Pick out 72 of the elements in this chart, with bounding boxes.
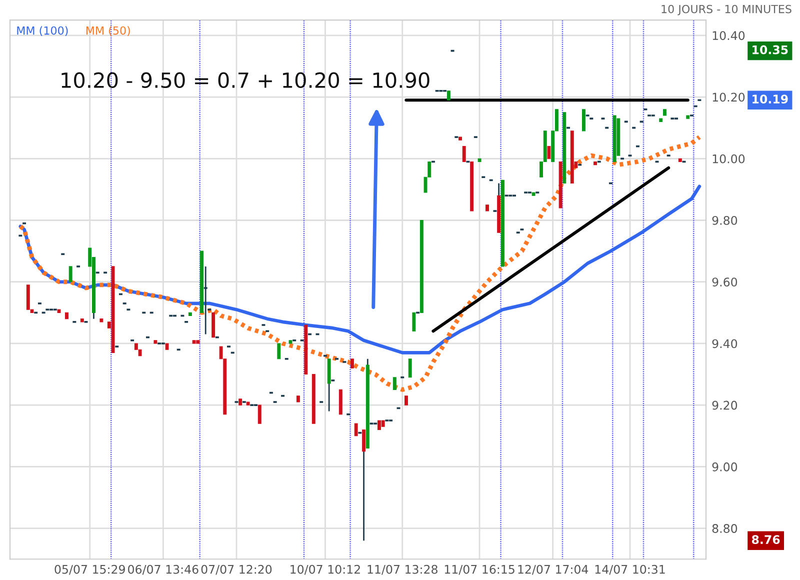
candlestick <box>462 146 466 162</box>
candlestick <box>312 374 316 424</box>
y-tick-label: 9.00 <box>712 462 738 472</box>
candlestick <box>446 90 450 100</box>
candlestick <box>354 423 358 436</box>
candlestick <box>258 404 262 424</box>
x-tick-label: 10/07 10:12 <box>290 564 360 575</box>
candlestick <box>246 402 250 406</box>
candlestick <box>500 180 504 267</box>
candlestick <box>64 312 68 320</box>
text: MM (50) <box>86 26 130 36</box>
x-tick-label: 12/07 17:04 <box>518 564 588 575</box>
candlestick <box>165 343 169 350</box>
candlestick <box>304 324 308 375</box>
y-tick-label: 9.80 <box>712 216 738 225</box>
y-tick-label: 9.60 <box>712 278 738 287</box>
x-tick-label: 05/07 15:29 <box>54 564 125 575</box>
candlestick <box>350 358 354 368</box>
candlestick <box>111 266 115 353</box>
candlestick <box>478 158 482 162</box>
text: 10.35 <box>752 45 788 54</box>
candlestick <box>562 112 566 184</box>
candlestick <box>196 340 200 344</box>
candlestick <box>612 115 616 162</box>
candlestick <box>192 340 196 344</box>
candlestick <box>662 109 666 116</box>
x-tick-label: 11/07 16:15 <box>444 564 514 575</box>
candlestick <box>408 358 412 378</box>
candlestick <box>362 429 366 542</box>
candlestick <box>288 340 292 344</box>
candlestick <box>659 118 663 122</box>
candlestick <box>686 115 690 119</box>
text: 10.19 <box>752 94 788 104</box>
candlestick <box>80 318 84 322</box>
candlestick <box>570 130 574 184</box>
candlestick <box>420 220 424 313</box>
x-tick-label: 14/07 10:31 <box>595 564 665 575</box>
candlestick <box>338 389 342 415</box>
annotation: 10.20 - 9.50 = 0.7 + 10.20 = 10.90 <box>62 72 430 88</box>
x-tick-label: 07/07 12:20 <box>201 564 272 575</box>
candlestick <box>296 396 300 402</box>
candlestick <box>392 377 396 390</box>
y-tick-label: 9.20 <box>712 400 738 410</box>
text: 10 JOURS - 10 MINUTES <box>662 4 792 16</box>
candlestick <box>547 146 551 159</box>
x-tick-label: 11/07 13:28 <box>368 564 438 575</box>
y-tick-label: 10.20 <box>712 92 745 102</box>
candlestick <box>154 340 158 344</box>
candlestick <box>277 343 281 360</box>
candlestick <box>558 161 562 208</box>
line-series <box>18 134 702 392</box>
candlestick <box>68 266 72 282</box>
text: MM (100) <box>17 26 68 36</box>
candlestick <box>57 309 61 313</box>
candlestick <box>532 192 536 196</box>
candlestick <box>26 284 30 310</box>
candlestick <box>238 398 242 406</box>
candlestick <box>470 161 474 212</box>
y-tick-label: 9.40 <box>712 339 738 348</box>
candlestick <box>188 312 192 316</box>
candlestick <box>377 420 381 430</box>
candlestick <box>381 420 385 427</box>
y-tick-label: 10.00 <box>712 154 745 164</box>
y-tick-label: 10.40 <box>712 31 745 40</box>
candlestick <box>678 158 682 162</box>
y-tick-label: 8.80 <box>712 524 738 533</box>
candlestick <box>100 318 104 322</box>
candlestick <box>212 312 216 338</box>
candlestick <box>582 109 586 132</box>
x-tick-label: 06/07 13:46 <box>128 564 198 575</box>
candlestick <box>412 312 416 332</box>
text: 8.76 <box>752 535 780 544</box>
